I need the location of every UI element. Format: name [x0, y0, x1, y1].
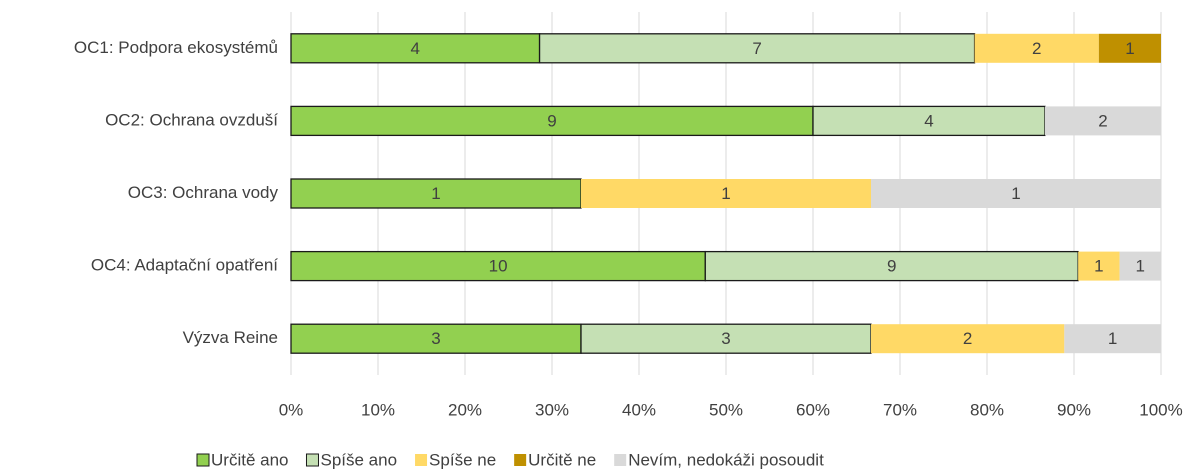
- data-label: 1: [1108, 329, 1117, 348]
- data-label: 9: [887, 257, 896, 276]
- data-label: 3: [721, 329, 730, 348]
- bar-segment: [1078, 251, 1120, 281]
- bar-segment: [974, 33, 1099, 63]
- data-label: 1: [1011, 184, 1020, 203]
- legend-swatch: [415, 454, 428, 466]
- y-tick-label: OC4: Adaptační opatření: [91, 256, 278, 275]
- data-label: 2: [1098, 111, 1107, 130]
- data-label: 1: [1094, 257, 1103, 276]
- bar-segment: [704, 250, 1079, 282]
- data-label: 2: [963, 329, 972, 348]
- data-label: 1: [431, 184, 440, 203]
- bar-segment: [1098, 33, 1161, 63]
- x-tick-label: 0%: [279, 400, 304, 419]
- legend-swatch: [196, 453, 210, 467]
- bar-segment: [1045, 106, 1161, 136]
- bar-segment: [290, 105, 814, 137]
- data-label: 2: [1032, 39, 1041, 58]
- data-label: 9: [547, 111, 556, 130]
- bar-segment: [290, 323, 582, 354]
- data-label: 4: [924, 111, 933, 130]
- data-label: 7: [752, 39, 761, 58]
- bar-segment: [290, 33, 541, 64]
- legend-label: Spíše ne: [429, 450, 496, 469]
- x-tick-label: 100%: [1139, 400, 1182, 419]
- legend-label: Spíše ano: [320, 450, 397, 469]
- data-label: 3: [431, 329, 440, 348]
- legend-swatch: [614, 454, 627, 466]
- data-label: 1: [1136, 257, 1145, 276]
- x-tick-label: 30%: [535, 400, 569, 419]
- bar-segment: [1064, 324, 1161, 354]
- data-label: 1: [1125, 39, 1134, 58]
- legend-swatch: [305, 453, 319, 467]
- legend-label: Určitě ne: [528, 450, 596, 469]
- x-tick-label: 50%: [709, 400, 743, 419]
- y-tick-label: OC2: Ochrana ovzduší: [105, 110, 278, 129]
- bar-segment: [290, 250, 706, 282]
- bar-segment: [871, 324, 1065, 354]
- x-tick-label: 40%: [622, 400, 656, 419]
- legend-label: Nevím, nedokáži posoudit: [628, 450, 824, 469]
- x-tick-label: 20%: [448, 400, 482, 419]
- data-label: 10: [489, 257, 508, 276]
- data-label: 4: [411, 39, 420, 58]
- x-tick-label: 10%: [361, 400, 395, 419]
- x-tick-label: 80%: [970, 400, 1004, 419]
- bar-segment: [871, 179, 1161, 208]
- data-label: 1: [721, 184, 730, 203]
- bar-segment: [1119, 251, 1161, 281]
- x-tick-label: 90%: [1057, 400, 1091, 419]
- y-tick-label: OC3: Ochrana vody: [128, 183, 279, 202]
- bar-segment: [538, 33, 976, 64]
- y-tick-label: OC1: Podpora ekosystémů: [74, 38, 278, 57]
- bar-segment: [581, 179, 871, 208]
- x-tick-label: 70%: [883, 400, 917, 419]
- y-tick-label: Výzva Reine: [183, 328, 278, 347]
- legend-swatch: [514, 454, 527, 466]
- x-tick-label: 60%: [796, 400, 830, 419]
- legend-label: Určitě ano: [211, 450, 288, 469]
